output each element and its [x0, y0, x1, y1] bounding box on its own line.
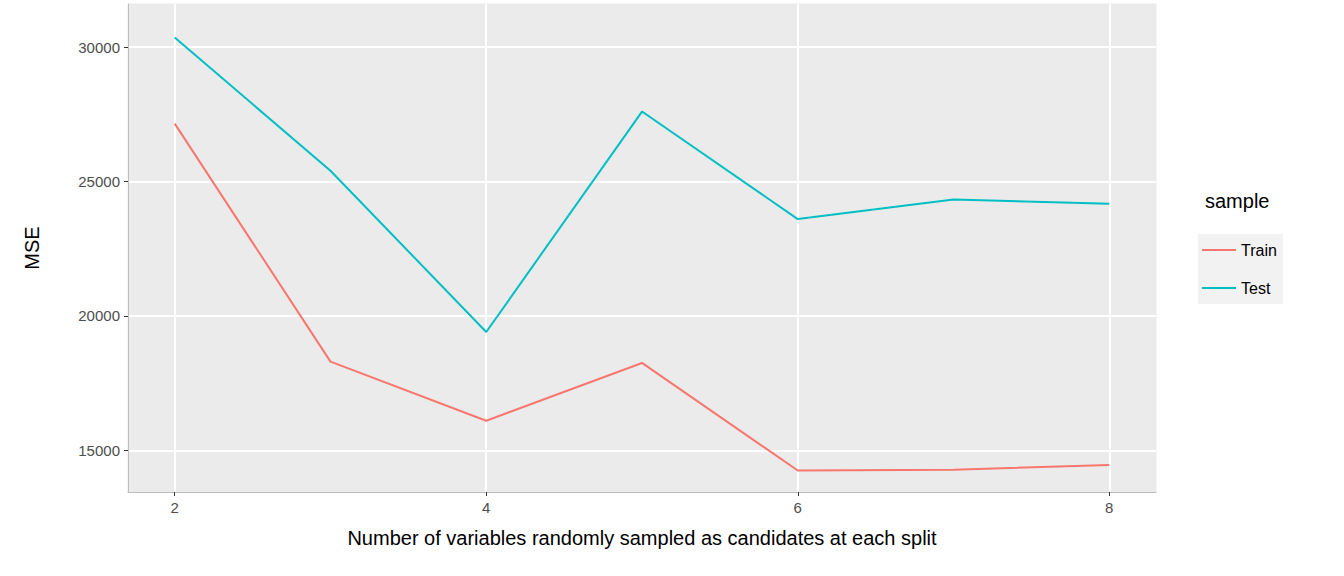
svg-text:25000: 25000: [78, 173, 120, 190]
svg-text:Test: Test: [1241, 280, 1271, 297]
svg-text:4: 4: [482, 499, 490, 516]
svg-text:15000: 15000: [78, 442, 120, 459]
svg-text:2: 2: [171, 499, 179, 516]
svg-text:30000: 30000: [78, 39, 120, 56]
svg-text:6: 6: [794, 499, 802, 516]
svg-text:8: 8: [1105, 499, 1113, 516]
svg-text:Number of variables randomly s: Number of variables randomly sampled as …: [347, 527, 937, 549]
svg-text:sample: sample: [1205, 190, 1269, 212]
svg-text:Train: Train: [1241, 242, 1277, 259]
svg-text:20000: 20000: [78, 307, 120, 324]
svg-text:MSE: MSE: [21, 226, 43, 269]
